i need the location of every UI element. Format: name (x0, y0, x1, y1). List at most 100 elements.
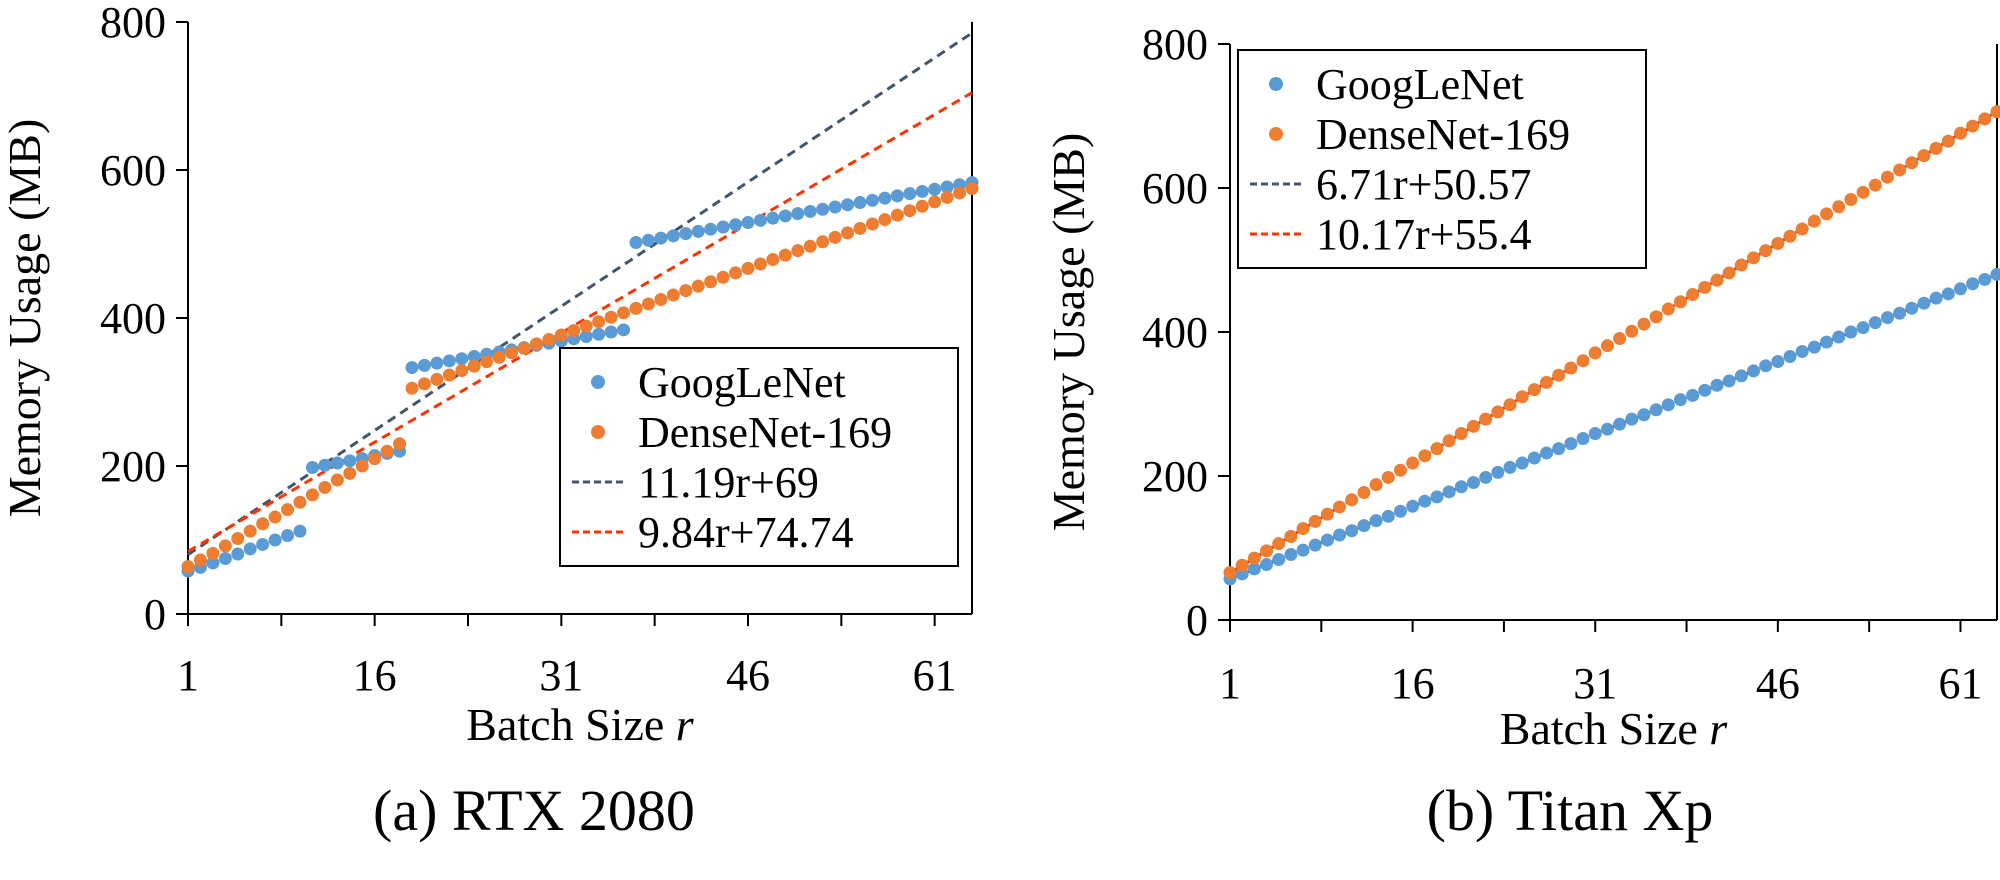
data-point-densenet-169 (1589, 346, 1602, 359)
data-point-densenet-169 (866, 218, 879, 231)
data-point-densenet-169 (480, 355, 493, 368)
data-point-densenet-169 (1637, 318, 1650, 331)
data-point-densenet-169 (953, 186, 966, 199)
data-point-densenet-169 (1784, 230, 1797, 243)
data-point-googlenet (1613, 418, 1626, 431)
data-point-densenet-169 (468, 360, 481, 373)
legend-marker (591, 375, 605, 389)
data-point-densenet-169 (530, 337, 543, 350)
data-point-densenet-169 (1443, 434, 1456, 447)
data-point-densenet-169 (294, 496, 307, 509)
legend-entry-label: GoogLeNet (1316, 60, 1524, 109)
data-point-googlenet (343, 454, 356, 467)
data-point-densenet-169 (1832, 200, 1845, 213)
data-point-googlenet (630, 236, 643, 249)
y-tick-label: 400 (1142, 308, 1208, 357)
data-point-densenet-169 (318, 481, 331, 494)
data-point-densenet-169 (854, 222, 867, 235)
data-point-densenet-169 (916, 200, 929, 213)
legend: GoogLeNetDenseNet-1696.71r+50.5710.17r+5… (1238, 50, 1646, 268)
data-point-densenet-169 (941, 191, 954, 204)
data-point-densenet-169 (1747, 251, 1760, 264)
data-point-googlenet (1455, 480, 1468, 493)
data-point-densenet-169 (779, 249, 792, 262)
data-point-googlenet (1552, 442, 1565, 455)
data-point-googlenet (779, 209, 792, 222)
data-point-densenet-169 (1491, 405, 1504, 418)
data-point-densenet-169 (630, 302, 643, 315)
data-point-densenet-169 (430, 373, 443, 386)
data-point-densenet-169 (829, 231, 842, 244)
data-point-densenet-169 (1954, 127, 1967, 140)
data-point-googlenet (816, 203, 829, 216)
data-point-densenet-169 (343, 467, 356, 480)
data-point-densenet-169 (1844, 193, 1857, 206)
data-point-densenet-169 (766, 253, 779, 266)
data-point-densenet-169 (505, 346, 518, 359)
data-point-densenet-169 (1881, 171, 1894, 184)
data-point-densenet-169 (1577, 354, 1590, 367)
data-point-densenet-169 (742, 262, 755, 275)
data-point-googlenet (1430, 490, 1443, 503)
data-point-googlenet (406, 361, 419, 374)
data-point-densenet-169 (269, 511, 282, 524)
data-point-googlenet (1479, 471, 1492, 484)
data-point-googlenet (1370, 514, 1383, 527)
data-point-googlenet (878, 192, 891, 205)
data-point-googlenet (841, 198, 854, 211)
data-point-densenet-169 (1869, 179, 1882, 192)
data-point-googlenet (1796, 345, 1809, 358)
data-point-googlenet (1857, 321, 1870, 334)
data-point-densenet-169 (1309, 515, 1322, 528)
legend-entry-label: DenseNet-169 (638, 408, 892, 457)
data-point-densenet-169 (356, 460, 369, 473)
data-point-googlenet (1345, 524, 1358, 537)
data-point-googlenet (1771, 355, 1784, 368)
data-point-googlenet (1893, 307, 1906, 320)
data-point-densenet-169 (1601, 339, 1614, 352)
data-point-densenet-169 (791, 244, 804, 257)
data-point-densenet-169 (244, 525, 257, 538)
data-point-densenet-169 (1686, 288, 1699, 301)
data-point-googlenet (1674, 393, 1687, 406)
data-point-densenet-169 (1942, 135, 1955, 148)
x-axis-label: Batch Size r (1500, 703, 1729, 754)
data-point-googlenet (1710, 379, 1723, 392)
data-point-googlenet (1504, 461, 1517, 474)
data-point-densenet-169 (1272, 537, 1285, 550)
data-point-googlenet (1406, 500, 1419, 513)
x-tick-label: 46 (1756, 659, 1800, 708)
data-point-densenet-169 (1382, 471, 1395, 484)
data-point-densenet-169 (729, 266, 742, 279)
data-point-googlenet (1601, 423, 1614, 436)
legend-entry-label: 9.84r+74.74 (638, 508, 853, 557)
data-point-densenet-169 (1674, 295, 1687, 308)
data-point-densenet-169 (443, 368, 456, 381)
data-point-densenet-169 (667, 289, 680, 302)
data-point-densenet-169 (816, 235, 829, 248)
data-point-densenet-169 (1479, 413, 1492, 426)
data-point-densenet-169 (381, 445, 394, 458)
data-point-densenet-169 (194, 553, 207, 566)
data-point-googlenet (294, 525, 307, 538)
data-point-googlenet (1662, 398, 1675, 411)
data-point-googlenet (318, 459, 331, 472)
legend-entry-label: GoogLeNet (638, 358, 846, 407)
data-point-densenet-169 (1248, 552, 1261, 565)
data-point-googlenet (244, 542, 257, 555)
legend-entry-label: DenseNet-169 (1316, 110, 1570, 159)
data-point-densenet-169 (331, 474, 344, 487)
data-point-densenet-169 (903, 204, 916, 217)
x-tick-label: 1 (1219, 659, 1241, 708)
data-point-googlenet (1698, 384, 1711, 397)
data-point-densenet-169 (406, 382, 419, 395)
data-point-densenet-169 (1321, 508, 1334, 521)
data-point-densenet-169 (1345, 493, 1358, 506)
x-tick-label: 16 (353, 651, 397, 700)
legend-entry-label: 10.17r+55.4 (1316, 210, 1531, 259)
data-point-googlenet (1832, 331, 1845, 344)
legend-marker (1269, 77, 1283, 91)
data-point-densenet-169 (306, 488, 319, 501)
data-point-densenet-169 (1430, 442, 1443, 455)
